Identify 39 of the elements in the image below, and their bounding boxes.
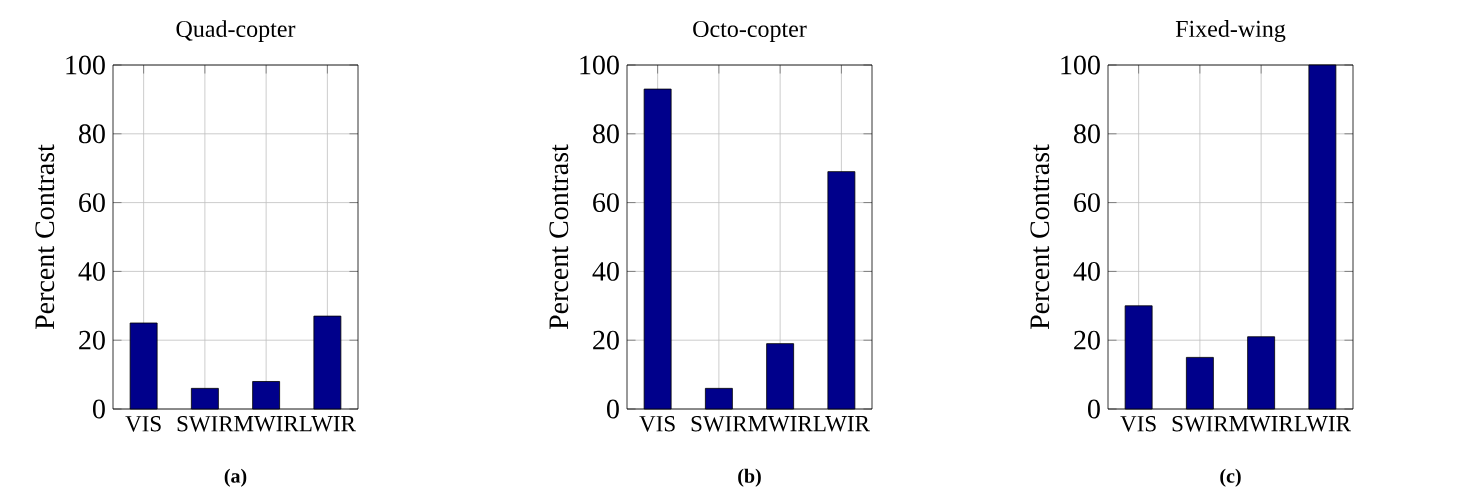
x-tick-label: LWIR bbox=[813, 416, 870, 432]
chart-title: Octo-copter bbox=[693, 20, 807, 42]
y-axis-title: Percent Contrast bbox=[35, 144, 55, 330]
y-tick-label: 20 bbox=[79, 330, 105, 350]
y-tick-label: 0 bbox=[1088, 399, 1100, 419]
y-tick-label: 100 bbox=[1061, 55, 1100, 75]
y-axis-title: Percent Contrast bbox=[1030, 144, 1050, 330]
y-tick-label: 60 bbox=[1074, 193, 1100, 213]
text: (c) bbox=[1220, 468, 1241, 487]
y-tick-label: 40 bbox=[1073, 261, 1100, 281]
text: (b) bbox=[738, 468, 761, 487]
y-tick-label: 40 bbox=[592, 261, 619, 281]
x-tick-label: MWIR bbox=[1229, 416, 1294, 432]
chart-title: Fixed-wing bbox=[1175, 20, 1286, 42]
x-tick-label: LWIR bbox=[299, 416, 356, 432]
y-tick-label: 100 bbox=[66, 55, 105, 75]
y-tick-label: 80 bbox=[1074, 124, 1100, 144]
y-tick-label: 0 bbox=[607, 399, 619, 419]
y-axis-title: Percent Contrast bbox=[549, 144, 569, 330]
y-tick-label: 80 bbox=[593, 124, 619, 144]
x-tick-label: MWIR bbox=[234, 416, 299, 432]
x-tick-label: VIS bbox=[639, 416, 675, 432]
x-tick-label: LWIR bbox=[1294, 416, 1351, 432]
x-tick-label: SWIR bbox=[1172, 416, 1229, 432]
y-tick-label: 0 bbox=[93, 399, 105, 419]
x-tick-label: SWIR bbox=[691, 416, 748, 432]
x-tick-label: VIS bbox=[1120, 416, 1156, 432]
y-tick-label: 80 bbox=[79, 124, 105, 144]
y-tick-label: 40 bbox=[78, 261, 105, 281]
x-tick-label: MWIR bbox=[748, 416, 813, 432]
y-tick-label: 20 bbox=[1074, 330, 1100, 350]
y-tick-label: 60 bbox=[593, 193, 619, 213]
x-tick-label: SWIR bbox=[177, 416, 234, 432]
y-tick-label: 100 bbox=[580, 55, 619, 75]
text: (a) bbox=[224, 468, 247, 487]
x-tick-label: VIS bbox=[125, 416, 161, 432]
chart-title: Quad-copter bbox=[176, 20, 296, 42]
y-tick-label: 60 bbox=[79, 193, 105, 213]
y-tick-label: 20 bbox=[593, 330, 619, 350]
